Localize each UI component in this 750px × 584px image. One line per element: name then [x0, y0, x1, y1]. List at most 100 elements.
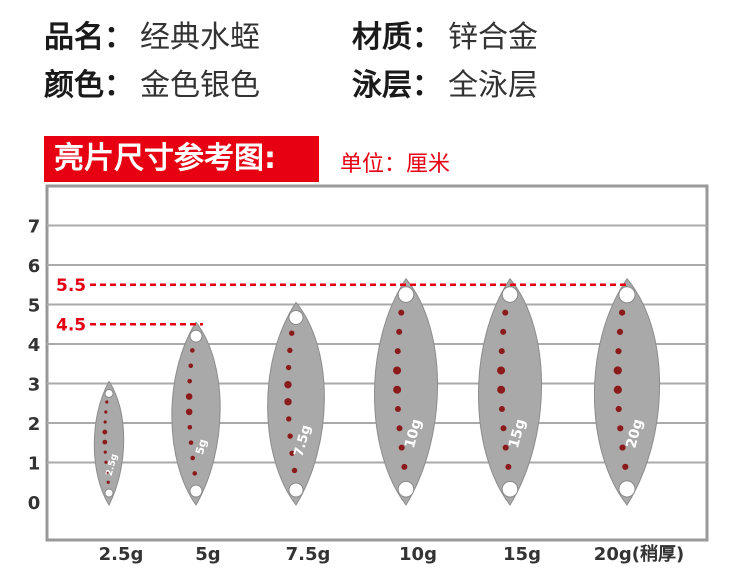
y-tick-label: 5	[28, 296, 41, 317]
lure-bottom-hole	[104, 488, 114, 498]
spec-name-key: 品名：	[44, 20, 134, 55]
lure-bar: 7.5g	[267, 301, 325, 506]
spec-material: 材质： 锌合金	[352, 18, 538, 58]
lure-top-hole	[501, 286, 519, 303]
lure-bar: 10g	[374, 277, 438, 506]
lure-dot	[291, 467, 298, 474]
lure-dot	[192, 471, 198, 476]
lure-dot	[394, 348, 401, 355]
lure-body	[593, 277, 661, 506]
lure-dot	[190, 348, 195, 353]
lure-dot	[500, 425, 507, 432]
spec-color-key: 颜色：	[44, 68, 134, 103]
lure-bottom-hole	[288, 482, 304, 498]
lure-dot	[616, 328, 624, 335]
lure-dot	[287, 347, 293, 354]
lure-dot	[105, 400, 109, 404]
plot-frame	[45, 184, 709, 542]
lure-dot	[393, 385, 402, 394]
lure-dot	[505, 463, 512, 470]
lure-top-hole	[618, 286, 636, 304]
lure-bottom-hole	[397, 480, 415, 498]
lure-dot	[289, 330, 295, 336]
reference-label: 5.5	[56, 276, 86, 296]
lure-top-hole	[288, 309, 304, 325]
lure-dot	[613, 366, 622, 375]
lure-weight-label: 20g	[623, 417, 646, 450]
lure-dot	[393, 366, 402, 375]
lure-weight-label: 5g	[193, 438, 210, 456]
spec-material-value: 锌合金	[448, 20, 538, 55]
lure-body	[171, 321, 221, 506]
y-tick-label: 4	[28, 335, 41, 356]
lure-dot	[188, 363, 194, 369]
x-category-label: 5g	[195, 544, 220, 565]
lure-dot	[102, 439, 108, 445]
spec-layer-value: 全泳层	[448, 68, 538, 103]
lure-dot	[622, 463, 629, 470]
lure-dot	[103, 450, 107, 454]
y-tick-label: 1	[28, 454, 41, 475]
lure-bar: 2.5g	[93, 380, 125, 507]
lure-dot	[284, 380, 292, 389]
lure-body	[267, 301, 325, 506]
lure-dot	[615, 405, 622, 413]
spec-color: 颜色： 金色银色	[44, 66, 260, 106]
lure-dot	[396, 328, 403, 335]
spec-layer-key: 泳层：	[352, 68, 442, 103]
reference-label: 4.5	[56, 315, 86, 335]
lure-dot	[502, 309, 509, 316]
lure-bar: 5g	[171, 321, 221, 506]
lure-top-hole	[104, 388, 114, 398]
lure-dot	[500, 328, 507, 335]
spec-name: 品名： 经典水蛭	[44, 18, 260, 58]
lure-dot	[188, 440, 194, 445]
lure-dot	[187, 378, 192, 384]
lure-dot	[103, 420, 107, 424]
spec-layer: 泳层： 全泳层	[352, 66, 538, 106]
lure-dot	[498, 348, 505, 355]
x-category-label: 15g	[503, 544, 541, 565]
spec-material-key: 材质：	[352, 20, 442, 55]
lure-dot	[401, 463, 408, 470]
y-tick-label: 0	[28, 493, 41, 514]
lure-body	[93, 380, 125, 507]
x-category-label: 20g(稍厚)	[594, 543, 684, 565]
lure-dot	[498, 406, 505, 413]
chart-title: 亮片尺寸参考图:	[44, 136, 319, 182]
lure-dot	[286, 416, 292, 422]
lure-dot	[104, 410, 108, 414]
y-tick-label: 7	[28, 217, 41, 238]
x-category-label: 7.5g	[286, 544, 331, 565]
lure-dot	[105, 470, 109, 474]
lure-bar: 15g	[478, 277, 542, 506]
y-tick-label: 3	[28, 375, 41, 396]
lure-dot	[619, 444, 626, 451]
lure-bottom-hole	[501, 480, 519, 498]
lure-top-hole	[397, 286, 415, 303]
lure-weight-label: 10g	[402, 417, 425, 450]
y-tick-label: 6	[28, 256, 41, 277]
lure-bottom-hole	[189, 484, 203, 498]
lure-body	[374, 277, 438, 506]
y-tick-label: 2	[28, 414, 41, 435]
x-category-label: 10g	[399, 544, 437, 565]
lure-dot	[285, 364, 292, 371]
lure-bar: 20g	[593, 277, 661, 506]
lure-top-hole	[189, 329, 203, 343]
lure-dot	[289, 450, 295, 456]
lure-dot	[104, 460, 108, 464]
spec-name-value: 经典水蛭	[140, 20, 260, 55]
lure-dot	[106, 480, 110, 484]
lure-dot	[615, 348, 622, 355]
lure-dot	[398, 309, 405, 316]
lure-dot	[187, 424, 193, 430]
lure-dot	[497, 366, 506, 375]
lure-dot	[284, 398, 292, 406]
lure-dot	[497, 385, 506, 394]
lure-dot	[502, 444, 509, 451]
lure-dot	[287, 433, 293, 439]
lure-bottom-hole	[618, 480, 636, 498]
lure-dot	[396, 425, 403, 432]
